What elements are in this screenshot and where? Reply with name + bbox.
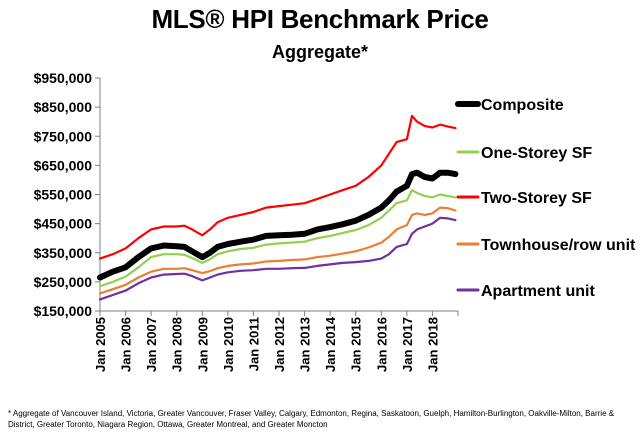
y-tick-label: $550,000 (34, 187, 93, 203)
series-line-two-storey-sf (98, 114, 457, 260)
x-tick-label: Jan 2005 (93, 317, 108, 372)
series-line-apartment-unit (98, 216, 457, 301)
x-tick-label: Jan 2018 (425, 317, 440, 372)
x-tick-label: Jan 2011 (246, 317, 261, 371)
y-tick-label: $150,000 (34, 303, 93, 319)
chart-subtitle: Aggregate* (271, 42, 369, 62)
legend-label-composite: Composite (481, 97, 564, 114)
x-tick-label: Jan 2006 (119, 317, 134, 372)
x-axis: Jan 2005 Jan 2006 Jan 2007 Jan 2008 Jan 2009… (93, 310, 459, 372)
series-line-composite (97, 169, 459, 281)
x-tick-label: Jan 2007 (144, 317, 159, 372)
y-tick-label: $250,000 (34, 274, 93, 290)
x-tick-label: Jan 2009 (195, 317, 210, 372)
y-tick-label: $850,000 (34, 99, 93, 115)
legend-label-apartment-unit: Apartment unit (481, 283, 595, 300)
x-tick-label: Jan 2010 (221, 317, 236, 372)
legend-label-one-storey-sf: One-Storey SF (481, 145, 592, 162)
y-tick-label: $750,000 (34, 128, 93, 144)
legend-label-townhouse-row-unit: Townhouse/row unit (481, 237, 636, 254)
series-line-townhouse-row-unit (98, 206, 457, 295)
x-tick-label: Jan 2013 (298, 317, 313, 372)
y-tick-label: $450,000 (34, 216, 93, 232)
legend-label-two-storey-sf: Two-Storey SF (481, 190, 592, 207)
y-tick-label: $950,000 (34, 70, 93, 86)
x-tick-label: Jan 2014 (323, 316, 338, 372)
legend: Composite One-Storey SF Two-Storey SF Townh… (455, 97, 636, 300)
y-tick-label: $350,000 (34, 245, 93, 261)
plot-lines (97, 114, 459, 301)
x-tick-label: Jan 2016 (374, 317, 389, 372)
y-axis: $150,000 $250,000 $350,000 $450,000 $550,000… (34, 70, 101, 319)
x-tick-label: Jan 2012 (272, 317, 287, 372)
footnote: * Aggregate of Vancouver Island, Victori… (8, 409, 615, 429)
series-line-one-storey-sf (98, 189, 457, 288)
x-tick-label: Jan 2008 (170, 317, 185, 372)
chart-title: MLS® HPI Benchmark Price (151, 4, 489, 34)
x-tick-label: Jan 2017 (400, 317, 415, 372)
x-tick-label: Jan 2015 (349, 317, 364, 372)
y-tick-label: $650,000 (34, 157, 93, 173)
